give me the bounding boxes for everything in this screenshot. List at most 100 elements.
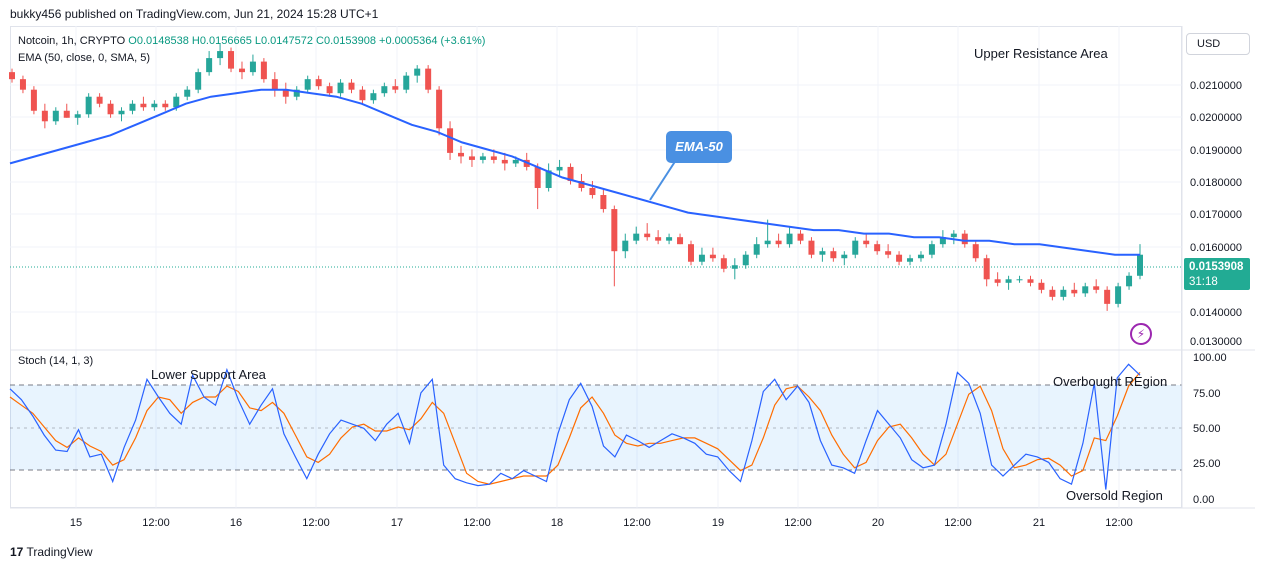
candle-body	[1027, 279, 1034, 283]
candle-body	[797, 233, 804, 241]
time-tick: 21	[1033, 517, 1045, 529]
candle-body	[863, 240, 870, 245]
candle-body	[1038, 282, 1045, 290]
price-tick: 0.0160000	[1190, 242, 1242, 254]
candle-body	[1104, 289, 1111, 304]
candle-body	[1093, 286, 1100, 290]
time-tick: 12:00	[623, 517, 651, 529]
candle-body	[403, 75, 410, 90]
stoch-legend[interactable]: Stoch (14, 1, 3)	[18, 355, 94, 367]
candle-body	[238, 68, 245, 73]
candle-body	[589, 188, 596, 196]
candle-body	[512, 159, 519, 164]
candle-body	[1115, 286, 1122, 304]
candle-body	[458, 152, 465, 157]
candle-body	[644, 233, 651, 238]
candle-body	[63, 110, 70, 118]
tradingview-logo[interactable]: 17 TradingView	[10, 545, 93, 559]
lower-support-label: Lower Support Area	[151, 367, 266, 382]
time-tick: 12:00	[944, 517, 972, 529]
candle-body	[633, 233, 640, 241]
candles	[9, 44, 1143, 311]
price-tick: 0.0210000	[1190, 80, 1242, 92]
candle-body	[1082, 286, 1089, 294]
price-tick: 0.0140000	[1190, 307, 1242, 319]
candle-body	[468, 156, 475, 160]
candle-body	[129, 103, 136, 111]
time-tick: 12:00	[784, 517, 812, 529]
candle-body	[687, 244, 694, 262]
candle-body	[151, 103, 158, 108]
candle-body	[195, 72, 202, 90]
candle-body	[206, 58, 213, 73]
candle-body	[852, 240, 859, 255]
candle-body	[162, 103, 169, 108]
candle-body	[304, 79, 311, 90]
time-tick: 19	[712, 517, 724, 529]
candle-body	[41, 110, 48, 122]
candle-body	[315, 79, 322, 87]
candle-body	[819, 251, 826, 255]
currency-selector[interactable]: USD	[1186, 33, 1250, 55]
candle-body	[950, 233, 957, 238]
candle-body	[19, 79, 26, 90]
upper-resistance-label: Upper Resistance Area	[974, 46, 1108, 61]
candle-body	[228, 51, 235, 69]
candle-body	[556, 166, 563, 171]
candle-body	[425, 68, 432, 90]
tv-brand: TradingView	[26, 545, 93, 559]
bar-countdown: 31:18	[1189, 276, 1218, 288]
candle-body	[709, 254, 716, 259]
candle-body	[600, 195, 607, 210]
candle-body	[666, 237, 673, 241]
candle-body	[9, 72, 15, 80]
stoch-tick: 50.00	[1193, 423, 1221, 435]
candle-body	[764, 240, 771, 245]
candle-body	[1137, 254, 1143, 276]
candle-body	[217, 51, 224, 59]
candle-body	[939, 237, 946, 245]
candle-body	[611, 209, 618, 252]
candle-body	[1060, 289, 1067, 297]
stoch-axis-ticks: 100.00 75.00 50.00 25.00 0.00	[1193, 352, 1227, 506]
candle-body	[436, 89, 443, 129]
stoch-tick: 0.00	[1193, 494, 1214, 506]
stoch-d-line	[9, 372, 1141, 485]
candle-body	[622, 240, 629, 252]
time-tick: 12:00	[1105, 517, 1133, 529]
candle-body	[720, 258, 727, 269]
candle-body	[326, 86, 333, 94]
candle-body	[348, 82, 355, 90]
price-tick: 0.0190000	[1190, 145, 1242, 157]
last-price-tag: 0.0153908 31:18	[1184, 258, 1250, 290]
time-tick: 20	[872, 517, 884, 529]
candle-body	[841, 254, 848, 259]
lightning-icon[interactable]: ⚡	[1130, 323, 1152, 345]
candle-body	[961, 233, 968, 245]
candle-body	[381, 86, 388, 94]
stoch-tick: 75.00	[1193, 388, 1221, 400]
symbol-name[interactable]: Notcoin, 1h, CRYPTO	[18, 35, 126, 47]
time-tick: 12:00	[142, 517, 170, 529]
candle-body	[337, 82, 344, 94]
candle-body	[370, 93, 377, 101]
candle-body	[1071, 289, 1078, 294]
candle-body	[698, 254, 705, 262]
price-tick: 0.0180000	[1190, 177, 1242, 189]
candle-body	[107, 103, 114, 115]
candle-body	[1126, 275, 1133, 287]
candle-body	[808, 240, 815, 255]
stoch-k-line	[9, 363, 1141, 490]
time-tick: 18	[551, 517, 563, 529]
candle-body	[414, 68, 421, 76]
candle-body	[885, 251, 892, 255]
candle-body	[96, 96, 103, 104]
candle-body	[830, 251, 837, 259]
candle-body	[907, 258, 914, 262]
ema-legend[interactable]: EMA (50, close, 0, SMA, 5)	[18, 52, 151, 64]
publisher-line: bukky456 published on TradingView.com, J…	[10, 7, 379, 21]
candle-body	[85, 96, 92, 115]
candle-body	[260, 61, 267, 80]
candle-body	[1005, 279, 1012, 283]
ema-callout: EMA-50	[666, 131, 732, 163]
